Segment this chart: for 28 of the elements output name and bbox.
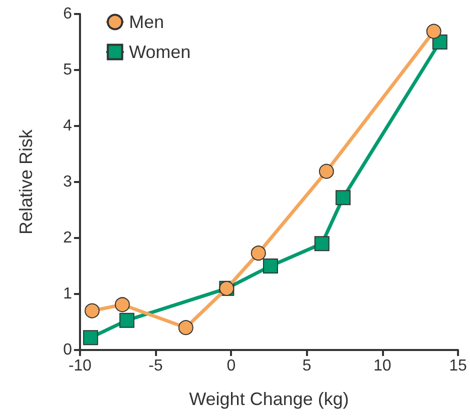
point xyxy=(314,236,330,252)
x-axis-title: Weight Change (kg) xyxy=(189,389,349,409)
point xyxy=(84,303,100,318)
y-tick-label: 0 xyxy=(63,342,72,358)
legend-label: Men xyxy=(129,12,164,32)
y-tick-label: 4 xyxy=(63,118,72,134)
x-tick-label: 10 xyxy=(374,358,392,374)
point xyxy=(250,246,266,261)
point xyxy=(114,297,130,312)
y-tick-label: 3 xyxy=(63,174,72,190)
point xyxy=(336,190,351,206)
y-tick-label: 2 xyxy=(63,230,72,246)
y-tick-label: 5 xyxy=(63,62,72,78)
point xyxy=(318,164,334,179)
y-axis-title: Relative Risk xyxy=(16,128,36,235)
y-tick-label: 6 xyxy=(63,6,72,22)
x-tick-label: 5 xyxy=(302,358,312,374)
x-tick-label: 0 xyxy=(226,358,236,374)
point xyxy=(263,258,278,274)
point xyxy=(119,312,134,328)
point xyxy=(178,320,194,336)
x-tick-label: 15 xyxy=(449,358,467,374)
y-tick-label: 1 xyxy=(63,286,72,302)
point xyxy=(83,330,98,346)
point xyxy=(426,24,442,39)
x-tick-label: -10 xyxy=(68,358,92,374)
x-tick-label: -5 xyxy=(148,358,163,374)
legend-label: Women xyxy=(129,42,191,62)
